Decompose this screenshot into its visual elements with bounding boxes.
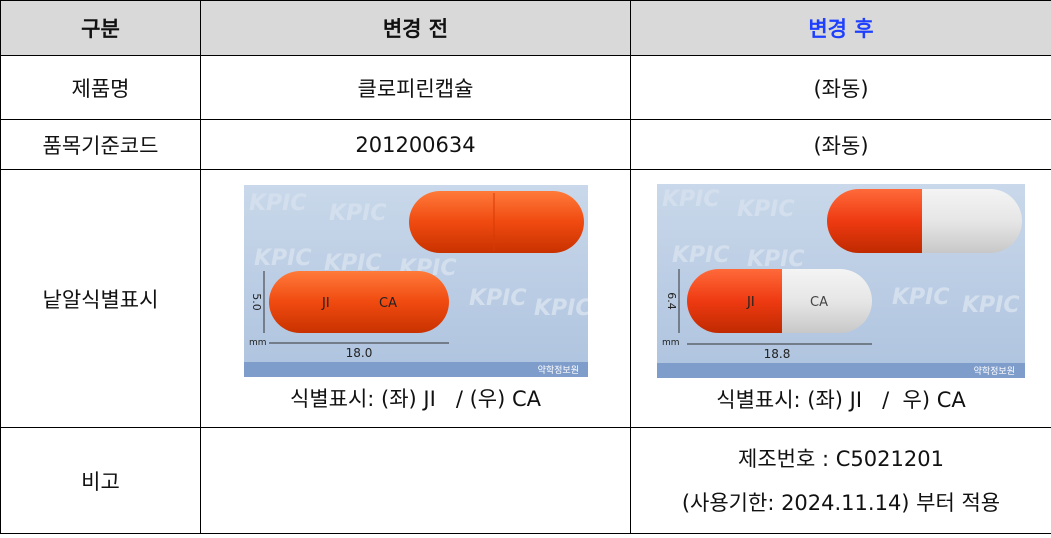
imprint: JI [321,296,330,311]
imprint: CA [810,295,828,310]
watermark: KPIC [962,293,1020,318]
dimension-label: 6.4 [665,292,678,310]
capsule [827,188,1022,253]
row: 품목기준코드 201200634 (좌동) [0,119,1051,170]
watermark: KPIC [469,286,527,311]
caption: 식별표시: (좌) JI / (우) CA [290,386,541,411]
cell [200,427,631,534]
unit-label: mm [249,338,267,348]
watermark: KPIC [329,201,387,226]
row: 비고 제조번호 : C5021201 (사용기한: 2024.11.14) 부터… [0,427,1051,534]
header-cell: 변경 후 [630,0,1051,56]
pill-image: KPIC KPIC KPIC KPIC KPIC KPIC KPIC JI CA… [243,184,588,377]
cell: 비고 [0,427,201,534]
watermark: KPIC [254,246,312,271]
watermark: KPIC [747,247,805,272]
cell: 201200634 [200,119,631,170]
watermark: KPIC [737,197,795,222]
header-cell: 변경 전 [200,0,631,56]
cell: KPIC KPIC KPIC KPIC KPIC KPIC JI CA 6.4 … [630,169,1051,428]
note: (사용기한: 2024.11.14) 부터 적용 [681,490,1001,515]
dimension-label: 5.0 [250,293,263,311]
pill-image: KPIC KPIC KPIC KPIC KPIC KPIC JI CA 6.4 … [657,183,1025,378]
watermark: KPIC [662,187,720,212]
cell: 품목기준코드 [0,119,201,170]
header-row: 구분 변경 전 변경 후 [0,0,1051,56]
cell: 낱알식별표시 [0,169,201,428]
cell: KPIC KPIC KPIC KPIC KPIC KPIC KPIC JI CA… [200,169,631,428]
dimension-label: 18.0 [345,346,372,360]
note: 제조번호 : C5021201 [738,446,944,471]
cell: 클로피린캡슐 [200,55,631,120]
cell: 제품명 [0,55,201,120]
source-label: 약학정보원 [974,365,1015,377]
watermark: KPIC [249,191,307,216]
imprint: CA [379,296,397,311]
capsule [687,268,872,333]
dimension-label: 18.8 [764,347,791,361]
caption: 식별표시: (좌) JI / 우) CA [716,387,966,412]
row: 제품명 클로피린캡슐 (좌동) [0,55,1051,120]
cell: 제조번호 : C5021201 (사용기한: 2024.11.14) 부터 적용 [630,427,1051,534]
cell: (좌동) [630,119,1051,170]
imprint: JI [746,295,755,310]
header-cell: 구분 [0,0,201,56]
watermark: KPIC [534,296,588,321]
capsule [268,270,449,333]
cell: (좌동) [630,55,1051,120]
capsule [408,190,584,253]
watermark: KPIC [892,285,950,310]
row: 낱알식별표시 KPIC KPIC KPIC KPIC KPIC KPIC KPI… [0,169,1051,428]
unit-label: mm [662,338,680,348]
watermark: KPIC [672,243,730,268]
source-label: 약학정보원 [537,364,578,376]
